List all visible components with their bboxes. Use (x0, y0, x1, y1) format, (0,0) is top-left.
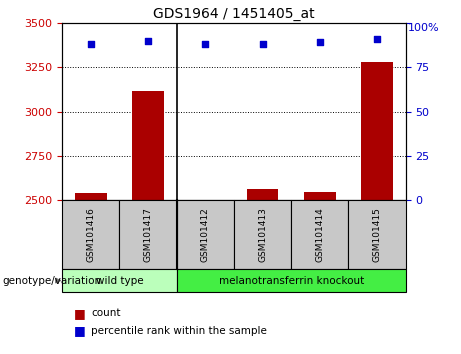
Point (259, 41, 266, 47)
Text: ■: ■ (74, 307, 85, 320)
Bar (132, 91, 164, 354)
Point (201, 41, 209, 47)
Title: GDS1964 / 1451405_at: GDS1964 / 1451405_at (153, 7, 315, 21)
Bar (75, 193, 106, 354)
Text: 100%: 100% (408, 23, 440, 33)
Text: wild type: wild type (96, 275, 143, 286)
Text: GSM101414: GSM101414 (315, 207, 325, 262)
Text: melanotransferrin knockout: melanotransferrin knockout (219, 275, 364, 286)
Bar (247, 189, 278, 354)
Text: count: count (91, 308, 121, 318)
Text: GSM101417: GSM101417 (143, 207, 153, 262)
Text: ■: ■ (74, 325, 85, 337)
Bar (361, 62, 393, 354)
Text: genotype/variation: genotype/variation (2, 275, 101, 286)
Text: GSM101416: GSM101416 (86, 207, 95, 262)
Point (316, 40, 324, 45)
Bar (304, 192, 336, 354)
Point (87, 41, 95, 47)
Point (373, 36, 381, 42)
Bar (189, 200, 221, 354)
Text: percentile rank within the sample: percentile rank within the sample (91, 326, 267, 336)
Text: GSM101413: GSM101413 (258, 207, 267, 262)
Point (144, 38, 152, 44)
Text: GSM101415: GSM101415 (372, 207, 382, 262)
Text: GSM101412: GSM101412 (201, 207, 210, 262)
